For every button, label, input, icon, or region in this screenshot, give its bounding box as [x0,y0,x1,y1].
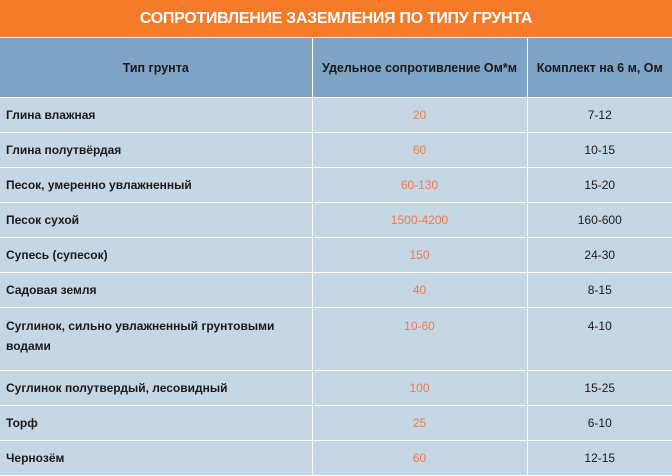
table-title: СОПРОТИВЛЕНИЕ ЗАЗЕМЛЕНИЯ ПО ТИПУ ГРУНТА [0,0,672,38]
soil-type-cell: Глина полутвёрдая [0,132,313,168]
soil-type-cell: Супесь (супесок) [0,237,313,273]
table-row: Песок, умеренно увлажненный 60-130 15-20 [0,167,672,203]
table-row: Глина полутвёрдая 60 10-15 [0,132,672,168]
soil-type-cell: Чернозём [0,440,313,476]
table-row: Суглинок, сильно увлажненный грунтовыми … [0,307,672,371]
kit-resistance-cell: 24-30 [526,237,672,273]
soil-resistance-table: Тип грунта Удельное сопротивление Ом*м К… [0,38,672,476]
resistivity-cell: 60 [311,132,528,168]
header-soil-type: Тип грунта [0,38,313,98]
resistivity-cell: 25 [311,405,528,441]
kit-resistance-cell: 4-10 [526,307,672,371]
header-row: Тип грунта Удельное сопротивление Ом*м К… [0,38,672,98]
resistivity-cell: 1500-4200 [311,202,528,238]
resistivity-cell: 10-60 [311,307,528,371]
resistivity-cell: 60 [311,440,528,476]
soil-type-cell: Песок, умеренно увлажненный [0,167,313,203]
kit-resistance-cell: 15-20 [526,167,672,203]
kit-resistance-cell: 160-600 [526,202,672,238]
resistivity-cell: 100 [311,370,528,406]
resistivity-cell: 150 [311,237,528,273]
soil-type-cell: Торф [0,405,313,441]
table-row: Садовая земля 40 8-15 [0,272,672,308]
kit-resistance-cell: 7-12 [526,97,672,133]
kit-resistance-cell: 10-15 [526,132,672,168]
soil-type-cell: Суглинок полутвердый, лесовидный [0,370,313,406]
header-resistivity: Удельное сопротивление Ом*м [312,38,528,98]
kit-resistance-cell: 12-15 [526,440,672,476]
header-kit: Комплект на 6 м, Ом [527,38,672,98]
resistivity-cell: 60-130 [311,167,528,203]
table-row: Супесь (супесок) 150 24-30 [0,237,672,273]
kit-resistance-cell: 6-10 [526,405,672,441]
soil-type-cell: Глина влажная [0,97,313,133]
table-row: Суглинок полутвердый, лесовидный 100 15-25 [0,370,672,406]
soil-type-cell: Суглинок, сильно увлажненный грунтовыми … [0,307,313,371]
kit-resistance-cell: 8-15 [526,272,672,308]
table-row: Песок сухой 1500-4200 160-600 [0,202,672,238]
table-row: Глина влажная 20 7-12 [0,97,672,133]
table-row: Чернозём 60 12-15 [0,440,672,476]
kit-resistance-cell: 15-25 [526,370,672,406]
soil-type-cell: Песок сухой [0,202,313,238]
resistivity-cell: 40 [311,272,528,308]
table-row: Торф 25 6-10 [0,405,672,441]
soil-type-cell: Садовая земля [0,272,313,308]
resistivity-cell: 20 [311,97,528,133]
